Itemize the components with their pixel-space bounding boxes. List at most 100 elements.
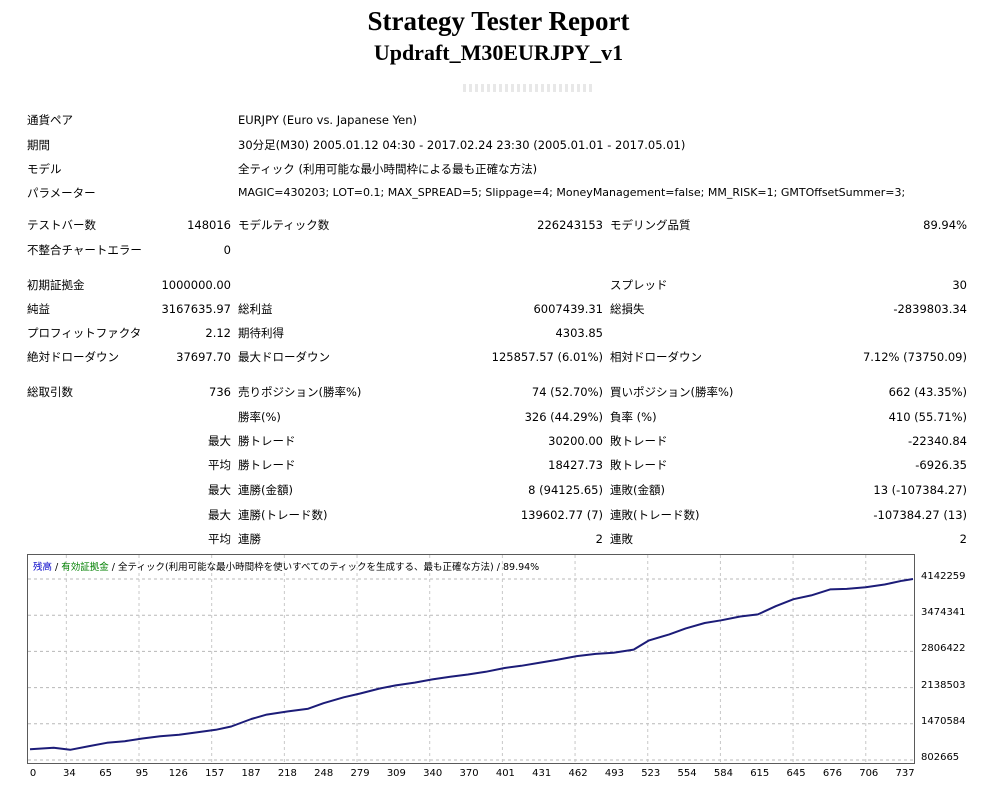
legend-model-info: / 全ティック(利用可能な最小時間枠を使いすべてのティックを生成する、最も正確な… bbox=[108, 562, 540, 573]
relative-drawdown-label: 相対ドローダウン bbox=[610, 350, 702, 364]
deposit-value: 1000000.00 bbox=[161, 278, 231, 292]
x-tick-label: 34 bbox=[62, 768, 76, 779]
x-tick-label: 584 bbox=[713, 768, 733, 779]
net-profit-label: 純益 bbox=[27, 302, 50, 316]
y-tick-label: 802665 bbox=[921, 752, 960, 763]
report-title: Strategy Tester Report bbox=[367, 6, 630, 36]
x-tick-label: 187 bbox=[241, 768, 261, 779]
y-tick-label: 2138503 bbox=[921, 679, 966, 691]
short-positions-value: 74 (52.70%) bbox=[531, 385, 603, 399]
average-consec-wins-value: 2 bbox=[595, 532, 603, 546]
legend-equity: 有効証拠金 bbox=[61, 562, 109, 573]
gross-profit-label: 総利益 bbox=[238, 302, 273, 316]
bars-value: 148016 bbox=[187, 218, 231, 232]
spread-label: スプレッド bbox=[610, 278, 668, 292]
period-value: 30分足(M30) 2005.01.12 04:30 - 2017.02.24 … bbox=[238, 138, 686, 152]
short-positions-label: 売りポジション(勝率%) bbox=[238, 385, 362, 399]
x-tick-label: 309 bbox=[386, 768, 406, 779]
total-trades-value: 736 bbox=[209, 385, 231, 399]
average-qualifier: 平均 bbox=[208, 458, 231, 472]
deposit-label: 初期証拠金 bbox=[27, 278, 85, 292]
x-tick-label: 737 bbox=[895, 768, 915, 779]
average-consec-losses-label: 連敗 bbox=[610, 532, 633, 546]
max-consec-wins-count-value: 139602.77 (7) bbox=[520, 508, 603, 522]
x-tick-label: 554 bbox=[677, 768, 697, 779]
x-tick-label: 462 bbox=[568, 768, 588, 779]
gross-loss-value: -2839803.34 bbox=[893, 302, 967, 316]
period-label: 期間 bbox=[27, 138, 50, 152]
x-tick-label: 279 bbox=[350, 768, 370, 779]
model-value: 全ティック (利用可能な最小時間枠による最も正確な方法) bbox=[238, 162, 538, 176]
x-tick-label: 523 bbox=[641, 768, 661, 779]
x-tick-label: 676 bbox=[822, 768, 842, 779]
profit-factor-value: 2.12 bbox=[205, 326, 231, 340]
x-tick-label: 65 bbox=[99, 768, 113, 779]
y-tick-label: 3474341 bbox=[921, 607, 966, 619]
max-consec-wins-money-label: 連勝(金額) bbox=[238, 483, 293, 497]
x-tick-label: 370 bbox=[459, 768, 479, 779]
x-tick-label: 248 bbox=[314, 768, 334, 779]
long-positions-value: 662 (43.35%) bbox=[888, 385, 967, 399]
largest-win-label: 勝トレード bbox=[238, 434, 296, 448]
mismatch-label: 不整合チャートエラー bbox=[27, 243, 142, 257]
largest-loss-value: -22340.84 bbox=[907, 434, 967, 448]
max-consec-losses-money-value: 13 (-107384.27) bbox=[873, 483, 967, 497]
x-tick-label: 645 bbox=[786, 768, 806, 779]
loss-trades-value: 410 (55.71%) bbox=[888, 410, 967, 424]
max-drawdown-value: 125857.57 (6.01%) bbox=[491, 350, 603, 364]
x-tick-label: 706 bbox=[859, 768, 879, 779]
average-consec-losses-value: 2 bbox=[959, 532, 967, 546]
report-subtitle: Updraft_M30EURJPY_v1 bbox=[373, 40, 624, 65]
profit-trades-value: 326 (44.29%) bbox=[524, 410, 603, 424]
average-loss-label: 敗トレード bbox=[610, 458, 668, 472]
x-tick-label: 0 bbox=[29, 768, 37, 779]
legend-separator: / bbox=[52, 562, 62, 573]
quality-label: モデリング品質 bbox=[610, 218, 691, 232]
average-loss-value: -6926.35 bbox=[915, 458, 967, 472]
expected-payoff-label: 期待利得 bbox=[238, 326, 284, 340]
average-win-value: 18427.73 bbox=[548, 458, 603, 472]
net-profit-value: 3167635.97 bbox=[161, 302, 231, 316]
balance-chart-plot bbox=[28, 555, 914, 763]
symbol-value: EURJPY (Euro vs. Japanese Yen) bbox=[238, 113, 417, 127]
max-consec-wins-money-value: 8 (94125.65) bbox=[528, 483, 603, 497]
absolute-drawdown-value: 37697.70 bbox=[176, 350, 231, 364]
largest-win-value: 30200.00 bbox=[548, 434, 603, 448]
y-tick-label: 2806422 bbox=[921, 643, 966, 655]
gross-profit-value: 6007439.31 bbox=[533, 302, 603, 316]
x-tick-label: 431 bbox=[532, 768, 552, 779]
symbol-label: 通貨ペア bbox=[27, 113, 73, 127]
x-tick-label: 340 bbox=[423, 768, 443, 779]
parameters-value: MAGIC=430203; LOT=0.1; MAX_SPREAD=5; Sli… bbox=[238, 186, 906, 199]
expected-payoff-value: 4303.85 bbox=[555, 326, 603, 340]
max-drawdown-label: 最大ドローダウン bbox=[238, 350, 330, 364]
x-tick-label: 615 bbox=[750, 768, 770, 779]
x-tick-label: 126 bbox=[168, 768, 188, 779]
balance-chart: 残高 / 有効証拠金 / 全ティック(利用可能な最小時間枠を使いすべてのティック… bbox=[27, 554, 915, 764]
spread-value: 30 bbox=[952, 278, 967, 292]
legend-balance: 残高 bbox=[33, 562, 53, 573]
profit-factor-label: プロフィットファクタ bbox=[27, 326, 142, 340]
loss-trades-label: 負率 (%) bbox=[610, 410, 657, 424]
x-tick-label: 493 bbox=[604, 768, 624, 779]
ticks-label: モデルティック数 bbox=[238, 218, 330, 232]
balance-line bbox=[29, 578, 914, 751]
max-consec-losses-count-label: 連敗(トレード数) bbox=[610, 508, 700, 522]
profit-trades-label: 勝率(%) bbox=[238, 410, 281, 424]
faded-header-text bbox=[463, 84, 593, 92]
average-consec-wins-label: 連勝 bbox=[238, 532, 261, 546]
x-tick-label: 218 bbox=[277, 768, 297, 779]
ticks-value: 226243153 bbox=[537, 218, 603, 232]
total-trades-label: 総取引数 bbox=[27, 385, 73, 399]
x-tick-label: 401 bbox=[495, 768, 515, 779]
absolute-drawdown-label: 絶対ドローダウン bbox=[27, 350, 119, 364]
quality-value: 89.94% bbox=[923, 218, 967, 232]
max-consec-wins-count-label: 連勝(トレード数) bbox=[238, 508, 328, 522]
x-tick-label: 157 bbox=[205, 768, 225, 779]
x-tick-label: 95 bbox=[135, 768, 149, 779]
chart-legend: 残高 / 有効証拠金 / 全ティック(利用可能な最小時間枠を使いすべてのティック… bbox=[33, 559, 539, 573]
mismatch-value: 0 bbox=[223, 243, 231, 257]
y-tick-label: 1470584 bbox=[921, 715, 966, 727]
max-consec-count-qualifier: 最大 bbox=[208, 508, 231, 522]
gross-loss-label: 総損失 bbox=[610, 302, 645, 316]
